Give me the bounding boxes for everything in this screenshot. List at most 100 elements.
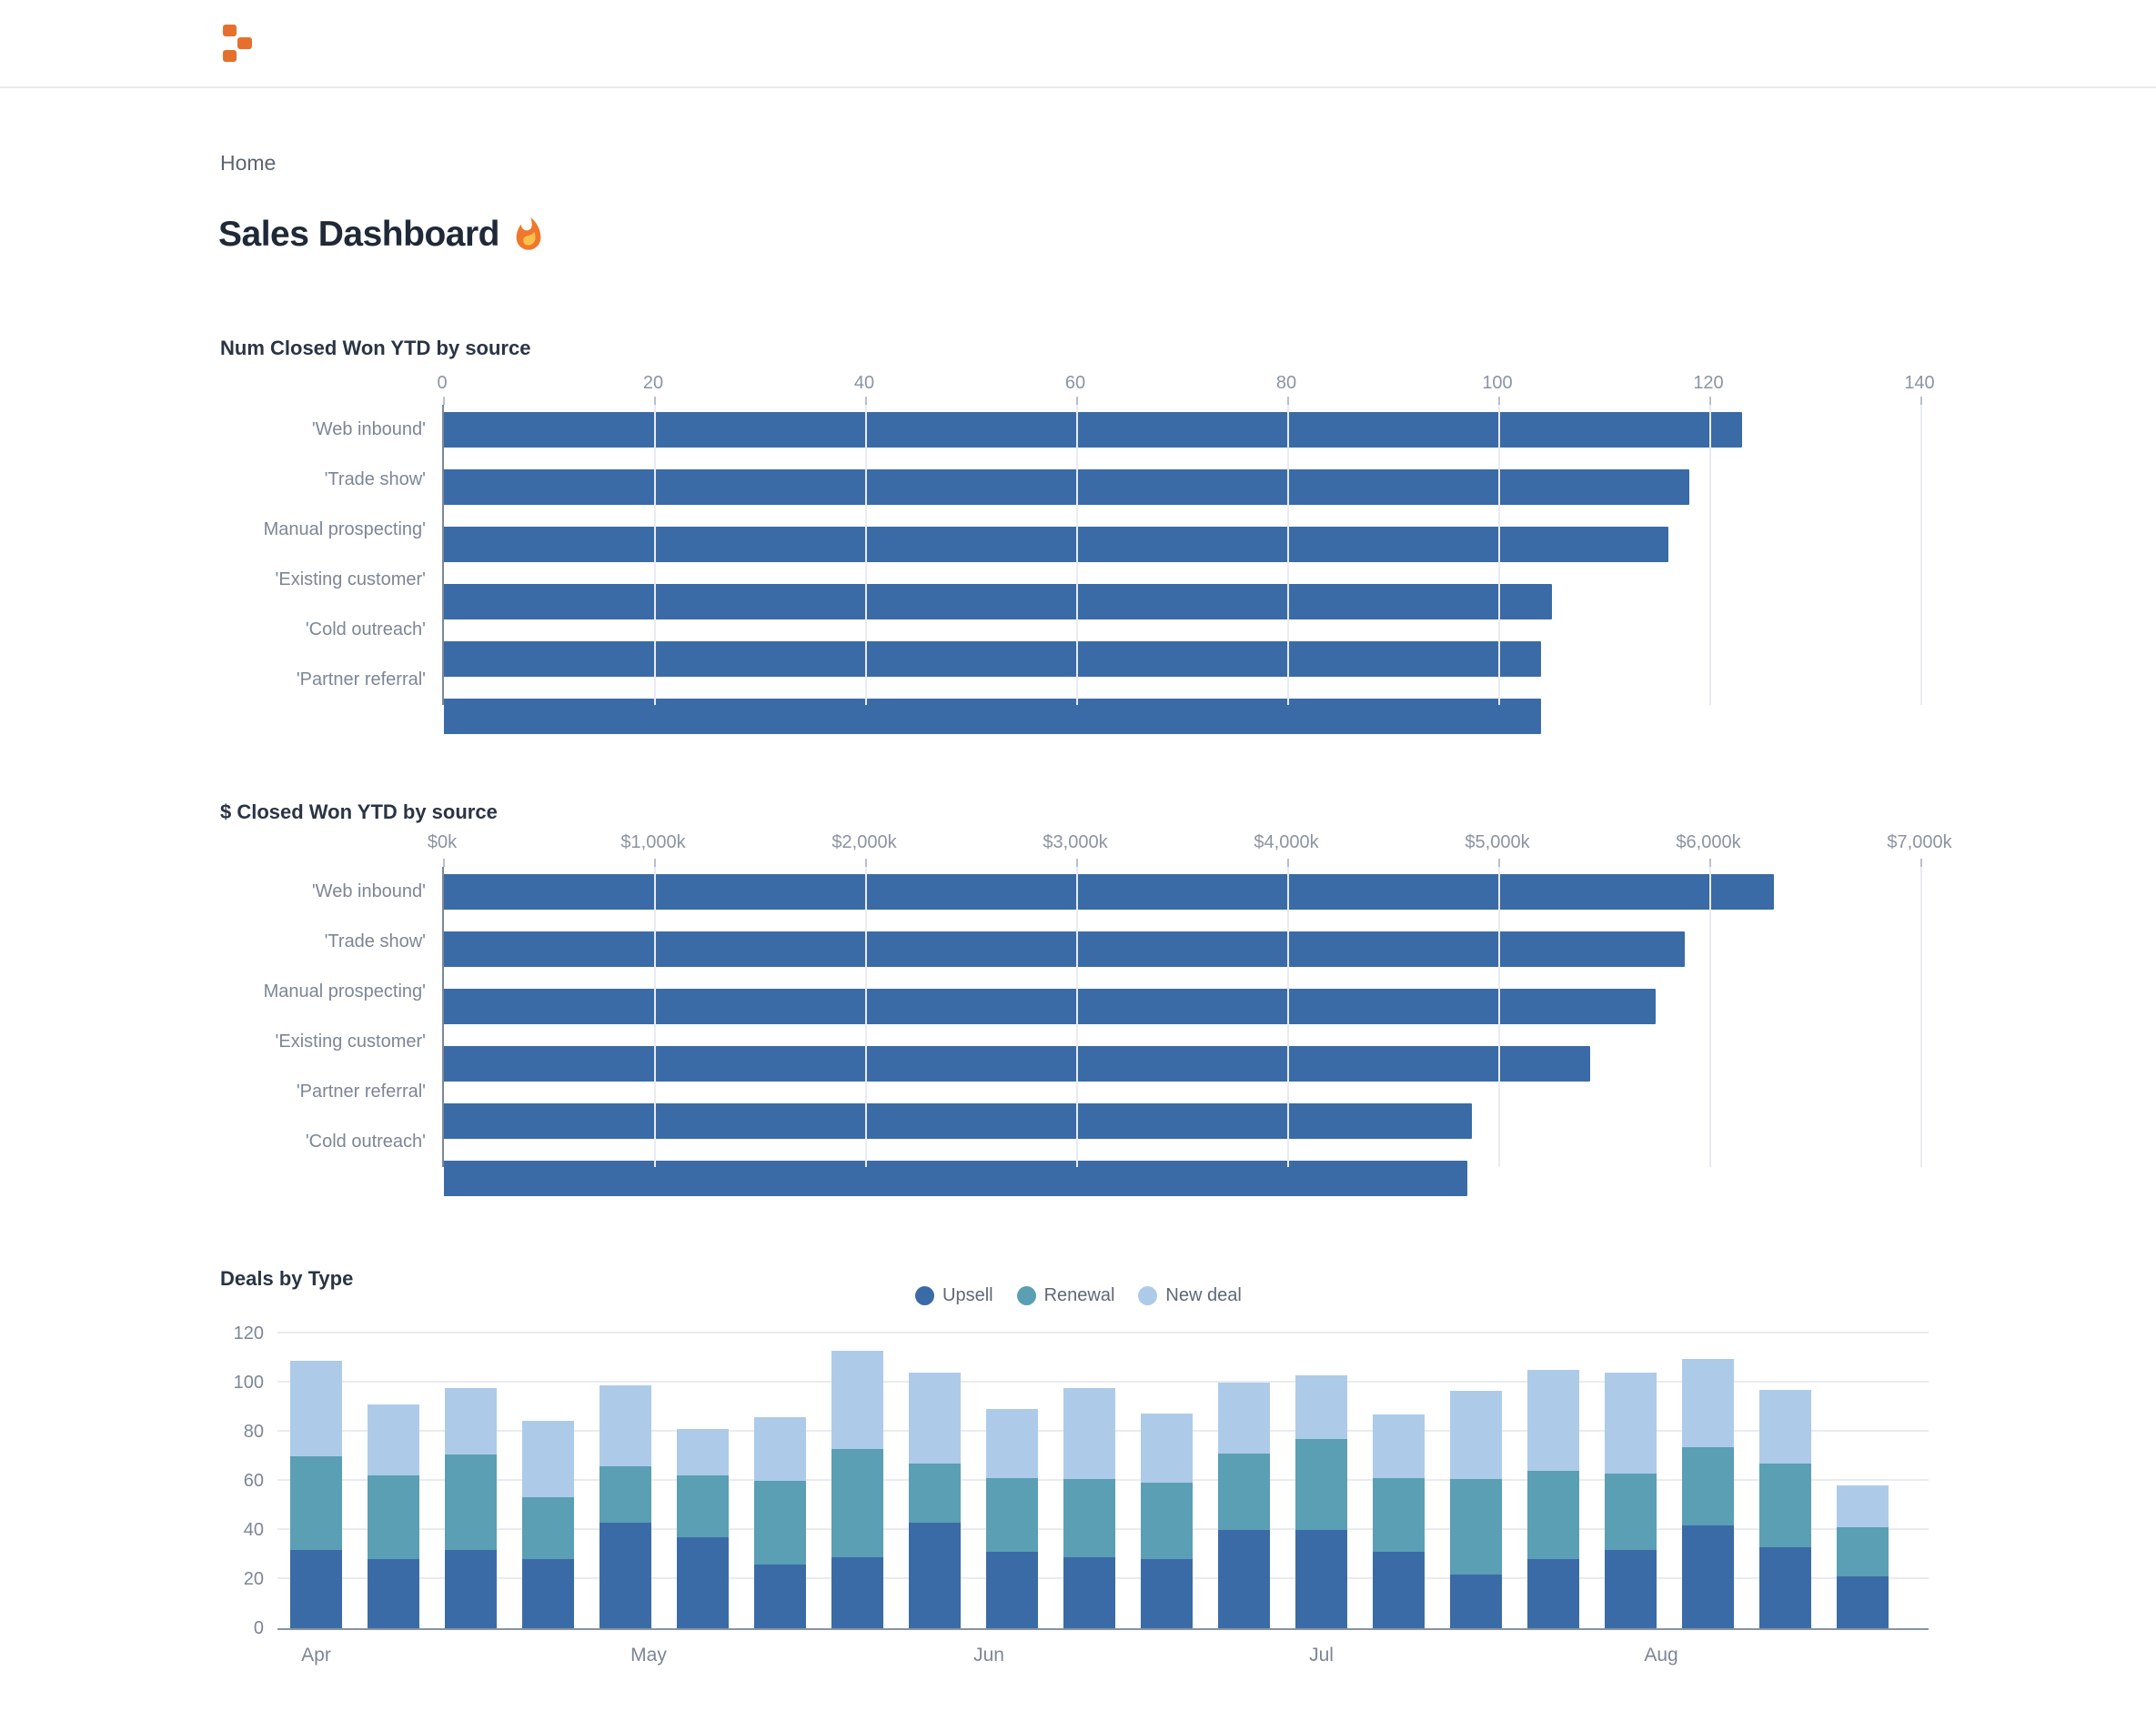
x-tick-label: $4,000k (1254, 832, 1319, 852)
bar-row (444, 989, 1921, 1039)
legend-label-new-deal: New deal (1165, 1285, 1242, 1305)
app-logo-icon (223, 25, 252, 62)
gridline (654, 867, 656, 1167)
category-label-partner-referral: 'Partner referral' (296, 1082, 426, 1102)
bar-segment-upsell (831, 1557, 883, 1628)
bar-row (444, 1161, 1921, 1211)
bar-segment-renewal (522, 1497, 574, 1559)
bar-partner-referral (444, 1103, 1472, 1139)
bar-row (444, 1046, 1921, 1096)
stacked-bar-week-19 (1682, 1359, 1734, 1628)
gridline (277, 1332, 1929, 1334)
bar-segment-renewal (599, 1466, 651, 1523)
month-label-may: May (630, 1645, 667, 1666)
bar-segment-renewal (909, 1464, 961, 1523)
y-tick-label: 120 (233, 1323, 264, 1344)
bar-segment-new-deal (1759, 1390, 1811, 1464)
legend-item-upsell[interactable]: Upsell (915, 1285, 993, 1306)
stacked-bar-week-2 (368, 1404, 419, 1628)
bar-segment-renewal (1141, 1483, 1193, 1559)
stacked-bar-week-4 (522, 1421, 574, 1628)
bar-segment-renewal (677, 1475, 729, 1537)
chart-title-dollar-closed-won: $ Closed Won YTD by source (220, 800, 498, 823)
y-axis-category-labels: 'Web inbound' 'Trade show' Manual prospect… (220, 405, 426, 705)
bar-segment-renewal (1295, 1439, 1347, 1530)
bar-segment-new-deal (599, 1385, 651, 1466)
gridline (1498, 405, 1500, 705)
gridline (1287, 867, 1289, 1167)
chart-title-deals-by-type: Deals by Type (220, 1267, 354, 1290)
bar-segment-new-deal (754, 1417, 806, 1481)
x-tick-label: 80 (1275, 373, 1297, 393)
breadcrumb-home-link[interactable]: Home (220, 151, 277, 175)
stacked-bar-week-6 (677, 1429, 729, 1628)
x-tick-label: 60 (1064, 373, 1086, 393)
stacked-bar-week-8 (831, 1351, 883, 1628)
x-axis-tick-labels: 0 20 40 60 80 100 120 140 (0, 373, 2156, 397)
chart-legend: Upsell Renewal New deal (915, 1285, 1242, 1306)
gridline (654, 405, 656, 705)
bar-segment-new-deal (1682, 1359, 1734, 1447)
bar-segment-new-deal (1527, 1370, 1579, 1471)
bar-segment-upsell (1141, 1559, 1193, 1628)
bars-container (444, 412, 1921, 749)
stacked-bar-week-9 (909, 1373, 961, 1628)
fire-emoji-icon (516, 217, 541, 250)
legend-dot-upsell (915, 1286, 934, 1305)
stacked-bar-week-15 (1373, 1414, 1425, 1628)
stacked-bar-week-11 (1063, 1388, 1115, 1628)
category-label-trade-show: 'Trade show' (324, 469, 426, 489)
category-label-trade-show: 'Trade show' (324, 931, 426, 951)
tick-mark (1287, 397, 1289, 405)
bar-segment-renewal (831, 1449, 883, 1557)
stacked-bar-week-20 (1759, 1390, 1811, 1628)
x-tick-label: 120 (1693, 373, 1724, 393)
tick-mark (443, 397, 445, 405)
tick-mark (1709, 859, 1711, 867)
legend-label-upsell: Upsell (942, 1285, 993, 1305)
y-tick-label: 0 (253, 1618, 264, 1638)
bar-segment-new-deal (986, 1409, 1038, 1478)
y-axis-category-labels: 'Web inbound' 'Trade show' Manual prospect… (220, 867, 426, 1167)
category-label-cold-outreach: 'Cold outreach' (305, 1132, 426, 1152)
bar-segment-upsell (368, 1559, 419, 1628)
bar-row (444, 931, 1921, 981)
x-axis-month-labels: Apr May Jun Jul Aug (277, 1643, 1929, 1668)
bar-segment-renewal (986, 1478, 1038, 1552)
plot-area-deals-by-type (277, 1332, 1929, 1630)
stacked-bar-week-10 (986, 1409, 1038, 1628)
bar-segment-new-deal (1837, 1485, 1889, 1527)
gridline (1076, 405, 1078, 705)
bar-segment-upsell (522, 1559, 574, 1628)
bar-segment-new-deal (1605, 1373, 1657, 1474)
legend-item-new-deal[interactable]: New deal (1138, 1285, 1242, 1306)
bar-segment-upsell (1373, 1552, 1425, 1628)
y-tick-label: 80 (243, 1422, 264, 1442)
x-tick-label: $2,000k (831, 832, 897, 852)
tick-mark (654, 859, 656, 867)
x-tick-label: $7,000k (1887, 832, 1952, 852)
bar-segment-upsell (1295, 1530, 1347, 1628)
category-label-partner-referral: 'Partner referral' (296, 669, 426, 689)
bar-segment-new-deal (1450, 1391, 1502, 1479)
month-label-jun: Jun (973, 1645, 1004, 1666)
bar-segment-upsell (1682, 1525, 1734, 1628)
gridline (1498, 867, 1500, 1167)
bar-row (444, 641, 1921, 691)
bar-existing-customer (444, 584, 1552, 619)
category-label-manual-prospecting: Manual prospecting' (263, 519, 426, 539)
tick-mark (1076, 859, 1078, 867)
bar-row (444, 469, 1921, 519)
bar-trade-show (444, 469, 1689, 505)
page-title: Sales Dashboard (218, 215, 547, 255)
y-axis-tick-labels: 0 20 40 60 80 100 120 (136, 1323, 264, 1638)
x-tick-label: 0 (437, 373, 448, 393)
bar-segment-renewal (1373, 1478, 1425, 1552)
y-tick-label: 20 (243, 1569, 264, 1589)
bar-segment-new-deal (290, 1361, 342, 1456)
legend-item-renewal[interactable]: Renewal (1016, 1285, 1114, 1306)
y-tick-label: 100 (233, 1373, 264, 1393)
bar-segment-upsell (754, 1565, 806, 1628)
bar-segment-upsell (599, 1523, 651, 1628)
